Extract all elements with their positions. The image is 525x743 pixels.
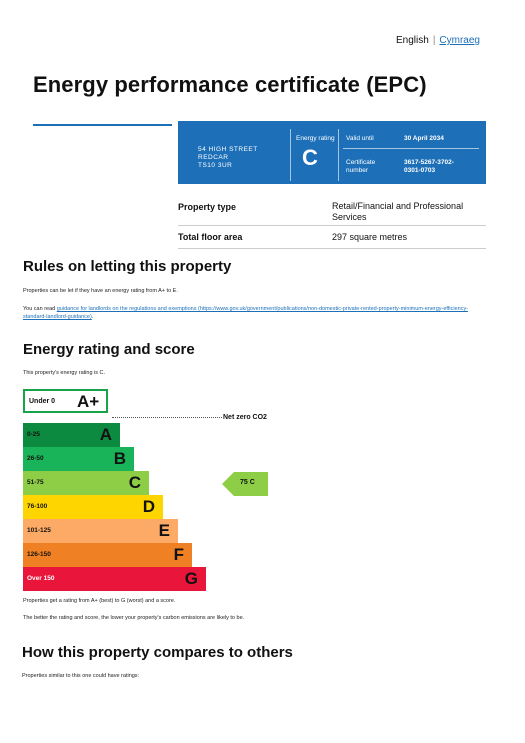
summary-divider (178, 248, 486, 249)
certificate-number-value: 3617-5267-3702- 0301-0703 (404, 159, 454, 174)
address-line: TS10 3UR (198, 162, 233, 169)
band-letter: G (184, 569, 198, 588)
rating-carbon-note: The better the rating and score, the low… (23, 615, 245, 621)
certificate-summary-box: 54 HIGH STREET REDCAR TS10 3UR Energy ra… (178, 121, 486, 184)
band-letter: C (128, 473, 141, 492)
summary-divider (178, 225, 486, 226)
band-range: 76-100 (27, 503, 48, 510)
property-type-label: Property type (178, 202, 237, 212)
letting-guidance-paragraph: You can read guidance for landlords on t… (23, 306, 469, 320)
band-range: 26-50 (27, 455, 44, 462)
valid-until-value: 30 April 2034 (404, 135, 444, 142)
box-divider (338, 129, 339, 181)
address-line: REDCAR (198, 154, 229, 161)
band-range: 0-25 (27, 431, 41, 438)
property-type-value: Retail/Financial and Professional Servic… (332, 201, 464, 222)
certificate-number-label: Certificate number (346, 159, 376, 174)
band-range: Under 0 (29, 398, 56, 405)
band-letter: F (173, 545, 184, 564)
language-current: English (396, 35, 429, 46)
band-range: 101-125 (27, 527, 51, 534)
band-letter: A+ (77, 392, 100, 411)
net-zero-label: Net zero CO2 (223, 414, 267, 421)
current-rating-marker: 75 C (222, 472, 268, 496)
title-underline-rule (33, 124, 172, 126)
rating-band-e: 101-125 E (23, 519, 178, 543)
language-separator: | (432, 35, 436, 46)
energy-rating-label: Energy rating (296, 135, 335, 142)
energy-rating-heading: Energy rating and score (23, 341, 195, 358)
rating-band-d: 76-100 D (23, 495, 163, 519)
band-letter: A (99, 425, 112, 444)
rating-band-c: 51-75 C (23, 471, 149, 495)
comparison-heading: How this property compares to others (22, 644, 293, 661)
band-letter: D (142, 497, 155, 516)
letting-rules-heading: Rules on letting this property (23, 258, 232, 275)
rating-band-g: Over 150 G (23, 567, 206, 591)
property-address: 54 HIGH STREET REDCAR TS10 3UR (198, 146, 258, 170)
energy-rating-letter: C (302, 145, 318, 170)
comparison-intro: Properties similar to this one could hav… (22, 673, 140, 679)
rating-band-a: 0-25 A (23, 423, 120, 447)
rating-band-f: 126-150 F (23, 543, 192, 567)
current-rating-arrow (222, 472, 268, 496)
current-rating-value: 75 C (240, 479, 255, 486)
band-range: 51-75 (27, 479, 44, 486)
floor-area-value: 297 square metres (332, 232, 408, 242)
language-cymraeg-link[interactable]: Cymraeg (439, 35, 480, 46)
floor-area-label: Total floor area (178, 232, 243, 242)
band-range: Over 150 (27, 575, 55, 582)
rating-band-aplus: Under 0 A+ (23, 389, 108, 413)
band-letter: B (113, 449, 126, 468)
band-range: 126-150 (27, 551, 51, 558)
landlord-guidance-link[interactable]: guidance for landlords on the regulation… (23, 306, 469, 320)
box-row-divider (343, 148, 479, 149)
valid-until-label: Valid until (346, 135, 374, 142)
band-letter: E (158, 521, 170, 540)
letting-rules-text: Properties can be let if they have an en… (23, 288, 178, 294)
energy-rating-intro: This property's energy rating is C. (23, 370, 106, 376)
page-title: Energy performance certificate (EPC) (33, 72, 427, 97)
address-line: 54 HIGH STREET (198, 146, 258, 153)
language-switcher: English | Cymraeg (396, 35, 480, 46)
box-divider (290, 129, 291, 181)
rating-explanation: Properties get a rating from A+ (best) t… (23, 598, 176, 604)
rating-band-b: 26-50 B (23, 447, 134, 471)
net-zero-line (112, 417, 222, 418)
